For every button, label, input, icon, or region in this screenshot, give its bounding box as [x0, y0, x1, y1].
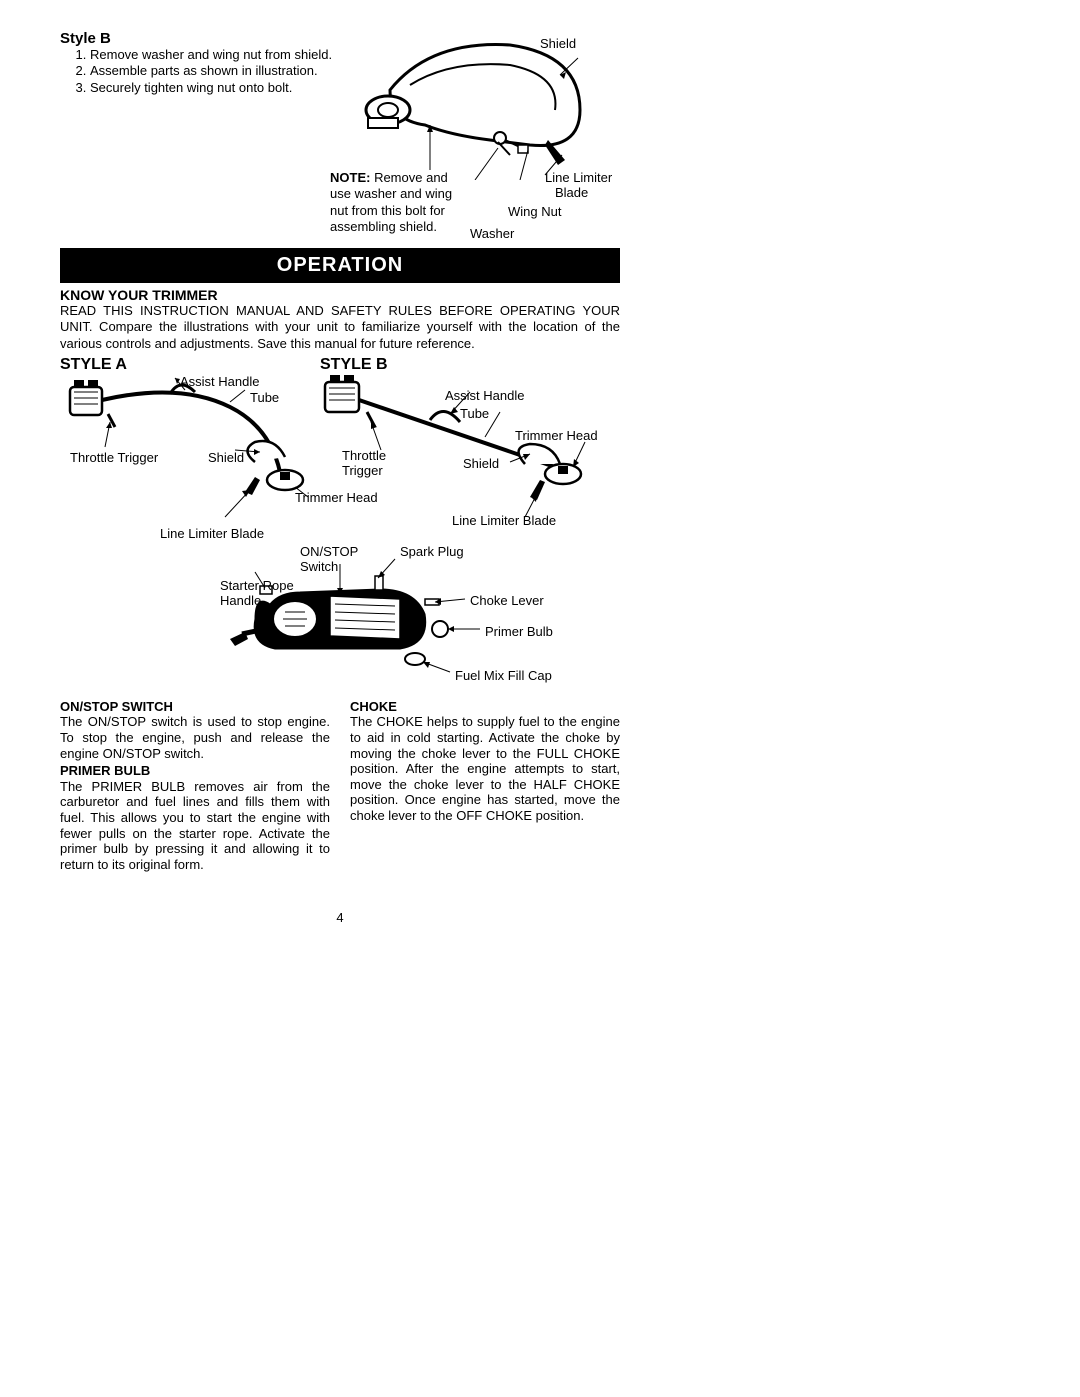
- sb-assist-handle: Assist Handle: [445, 388, 524, 404]
- sb-line-limiter: Line Limiter Blade: [452, 513, 556, 529]
- page-number: 4: [60, 910, 620, 925]
- choke-text: The CHOKE helps to supply fuel to the en…: [350, 714, 620, 823]
- page-content: Style B Remove washer and wing nut from …: [60, 30, 620, 872]
- eng-choke-lever: Choke Lever: [470, 593, 544, 609]
- line-limiter-label-l1: Line Limiter: [545, 170, 612, 186]
- wing-nut-label: Wing Nut: [508, 204, 561, 220]
- primer-heading: PRIMER BULB: [60, 763, 330, 779]
- onstop-heading: ON/STOP SWITCH: [60, 699, 330, 715]
- sb-throttle-l1: Throttle: [342, 448, 386, 464]
- sa-throttle: Throttle Trigger: [70, 450, 158, 466]
- eng-onstop-l1: ON/STOP: [300, 544, 358, 560]
- know-trimmer-text: READ THIS INSTRUCTION MANUAL AND SAFETY …: [60, 303, 620, 352]
- right-column: CHOKE The CHOKE helps to supply fuel to …: [350, 699, 620, 873]
- shield-label: Shield: [540, 36, 576, 52]
- operation-heading-bar: OPERATION: [60, 248, 620, 283]
- left-column: ON/STOP SWITCH The ON/STOP switch is use…: [60, 699, 330, 873]
- sa-line-limiter: Line Limiter Blade: [160, 526, 264, 542]
- note-block: NOTE: Remove and use washer and wing nut…: [330, 170, 470, 235]
- choke-heading: CHOKE: [350, 699, 620, 715]
- sa-tube: Tube: [250, 390, 279, 406]
- eng-primer-bulb: Primer Bulb: [485, 624, 553, 640]
- style-b-top-section: Style B Remove washer and wing nut from …: [60, 30, 620, 240]
- eng-starter-l1: Starter Rope: [220, 578, 294, 594]
- eng-fuel-cap: Fuel Mix Fill Cap: [455, 668, 552, 684]
- eng-starter-l2: Handle: [220, 593, 261, 609]
- note-bold: NOTE:: [330, 170, 370, 185]
- sa-shield: Shield: [208, 450, 244, 466]
- washer-label: Washer: [470, 226, 514, 242]
- sb-throttle-l2: Trigger: [342, 463, 383, 479]
- sb-trimmer-head: Trimmer Head: [515, 428, 598, 444]
- primer-text: The PRIMER BULB removes air from the car…: [60, 779, 330, 873]
- eng-onstop-l2: Switch: [300, 559, 338, 575]
- shield-illustration: [330, 30, 620, 180]
- sa-assist-handle: Assist Handle: [180, 374, 259, 390]
- bottom-columns: ON/STOP SWITCH The ON/STOP switch is use…: [60, 699, 620, 873]
- eng-spark-plug: Spark Plug: [400, 544, 464, 560]
- sb-tube: Tube: [460, 406, 489, 422]
- onstop-text: The ON/STOP switch is used to stop engin…: [60, 714, 330, 761]
- know-trimmer-heading: KNOW YOUR TRIMMER: [60, 287, 620, 303]
- line-limiter-label-l2: Blade: [555, 185, 588, 201]
- sb-shield: Shield: [463, 456, 499, 472]
- trimmer-diagrams: STYLE A STYLE B: [60, 356, 620, 691]
